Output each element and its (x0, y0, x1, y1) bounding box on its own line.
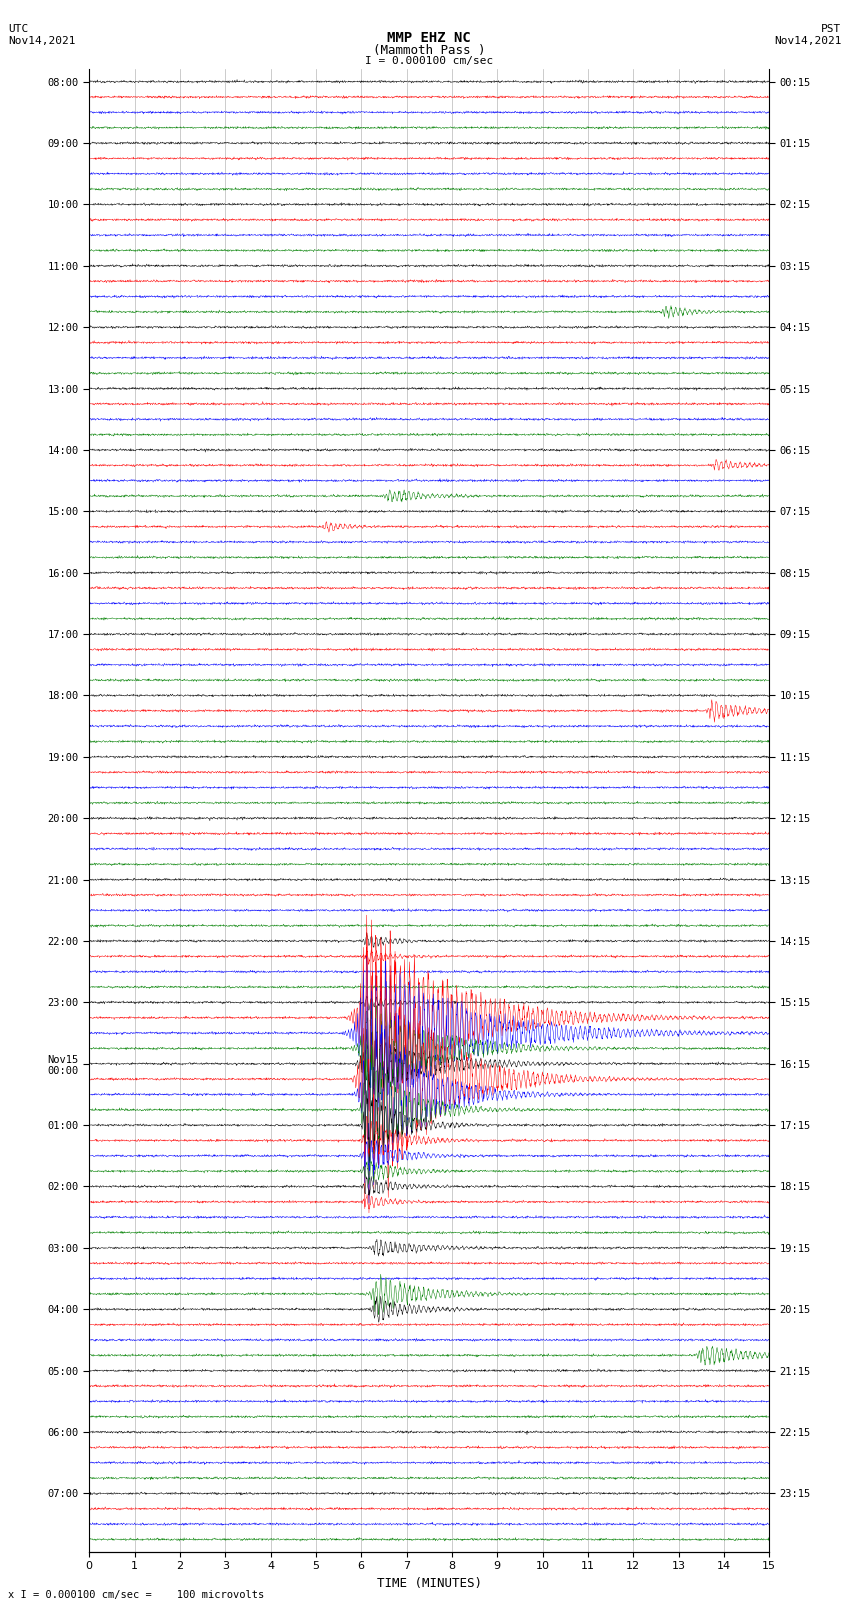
Text: x I = 0.000100 cm/sec =    100 microvolts: x I = 0.000100 cm/sec = 100 microvolts (8, 1590, 264, 1600)
Text: I = 0.000100 cm/sec: I = 0.000100 cm/sec (366, 56, 493, 66)
Text: PST
Nov14,2021: PST Nov14,2021 (774, 24, 842, 45)
Text: (Mammoth Pass ): (Mammoth Pass ) (373, 44, 485, 56)
X-axis label: TIME (MINUTES): TIME (MINUTES) (377, 1578, 482, 1590)
Text: MMP EHZ NC: MMP EHZ NC (388, 31, 471, 45)
Text: UTC
Nov14,2021: UTC Nov14,2021 (8, 24, 76, 45)
